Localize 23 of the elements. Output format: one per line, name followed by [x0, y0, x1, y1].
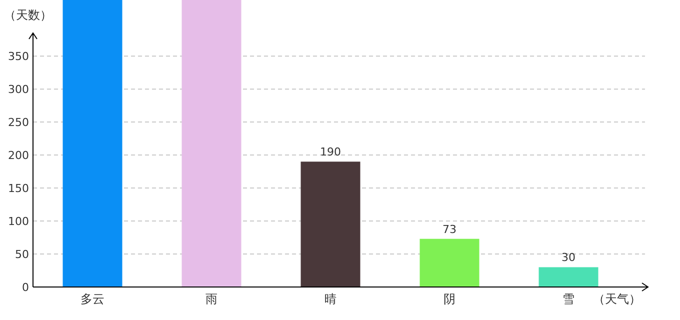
x-tick-label: 阴	[444, 292, 456, 306]
bar	[420, 238, 480, 287]
y-tick-label: 350	[8, 50, 29, 64]
data-label: 190	[320, 146, 341, 159]
y-tick-label: 50	[15, 248, 29, 262]
x-tick-label: 多云	[80, 292, 104, 306]
x-tick-label: 雨	[206, 292, 218, 306]
bar	[182, 0, 242, 287]
bar	[538, 267, 598, 287]
y-axis-title: （天数）	[4, 8, 52, 22]
y-tick-label: 300	[8, 83, 29, 96]
data-label: 73	[442, 222, 456, 236]
y-tick-label: 0	[22, 281, 29, 294]
y-tick-label: 100	[8, 215, 29, 228]
bar	[62, 0, 122, 287]
x-tick-label: 晴	[324, 292, 336, 306]
data-label: 30	[562, 251, 576, 264]
x-tick-label: 雪	[562, 292, 574, 306]
y-tick-label: 150	[8, 182, 29, 196]
y-tick-label: 250	[8, 116, 29, 130]
x-axis-title: （天气）	[593, 292, 641, 306]
y-tick-label: 200	[8, 149, 29, 162]
bar	[300, 162, 360, 287]
